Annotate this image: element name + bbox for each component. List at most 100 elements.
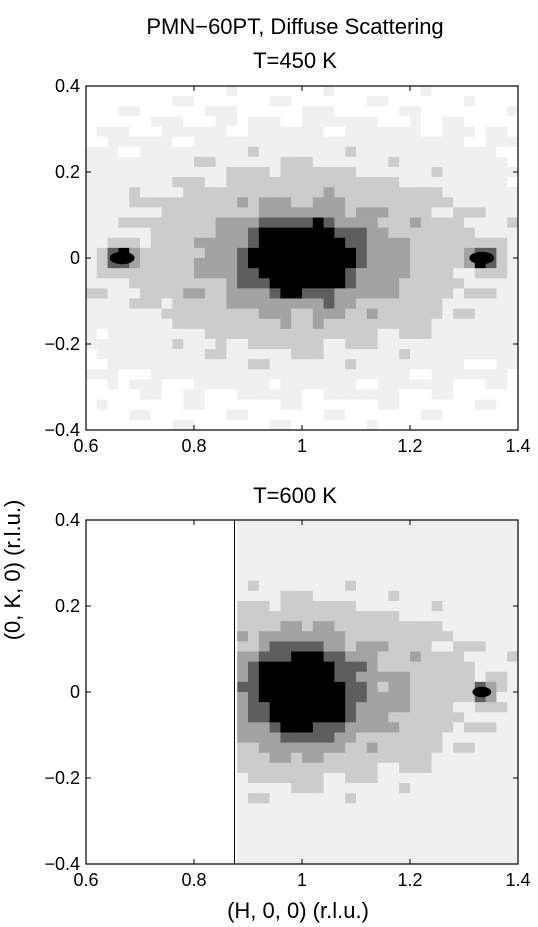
heatmap-cell [420, 369, 432, 380]
heatmap-cell [194, 308, 206, 320]
heatmap-cell [280, 742, 292, 754]
heatmap-cell [96, 166, 108, 178]
heatmap-cell [269, 520, 281, 531]
heatmap-cell [118, 187, 130, 198]
heatmap-cell [280, 207, 292, 218]
heatmap-cell [172, 268, 184, 279]
heatmap-cell [496, 813, 508, 824]
heatmap-cell [388, 803, 400, 814]
heatmap-cell [420, 550, 432, 561]
heatmap-cell [345, 560, 357, 571]
heatmap-cell [474, 833, 486, 845]
heatmap-cell [507, 540, 519, 551]
heatmap-cell [312, 197, 324, 208]
heatmap-cell [237, 762, 249, 774]
heatmap-cell [507, 207, 519, 218]
heatmap-cell [226, 389, 238, 401]
heatmap-cell [485, 732, 497, 743]
heatmap-cell [345, 126, 357, 137]
heatmap-cell [291, 621, 303, 632]
heatmap-cell [366, 197, 378, 208]
heatmap-cell [226, 308, 238, 320]
heatmap-cell [377, 106, 389, 117]
heatmap-cell [345, 146, 357, 158]
heatmap-cell [96, 359, 108, 370]
heatmap-cell [464, 762, 476, 774]
heatmap-cell [345, 207, 357, 218]
heatmap-cell [150, 247, 162, 259]
heatmap-cell [345, 187, 357, 198]
heatmap-cell [129, 247, 141, 259]
heatmap-cell [258, 813, 270, 824]
heatmap-cell [204, 146, 216, 158]
x-tick-label: 1 [297, 436, 307, 456]
heatmap-cell [118, 389, 130, 401]
heatmap-cell [474, 136, 486, 148]
heatmap-cell [140, 146, 152, 158]
heatmap-cell [194, 409, 206, 421]
heatmap-cell [312, 813, 324, 824]
heatmap-cell [485, 661, 497, 673]
heatmap-cell [204, 227, 216, 239]
heatmap-cell [183, 237, 195, 249]
heatmap-cell [453, 843, 465, 855]
heatmap-cell [420, 702, 432, 713]
heatmap-cell [442, 651, 454, 663]
heatmap-cell [86, 288, 98, 299]
heatmap-cell [420, 177, 432, 188]
heatmap-cell [507, 590, 519, 602]
heatmap-cell [129, 369, 141, 380]
heatmap-cell [507, 833, 519, 845]
heatmap-cell [356, 732, 368, 743]
heatmap-cell [366, 146, 378, 158]
heatmap-cell [345, 399, 357, 411]
heatmap-cell [237, 227, 249, 239]
heatmap-cell [183, 187, 195, 198]
heatmap-cell [464, 692, 476, 703]
heatmap-cell [291, 136, 303, 148]
heatmap-cell [323, 722, 335, 733]
heatmap-cell [280, 712, 292, 723]
heatmap-cell [474, 641, 486, 652]
heatmap-cell [485, 227, 497, 239]
x-axis-label: (H, 0, 0) (r.l.u.) [227, 898, 369, 923]
heatmap-cell [194, 177, 206, 188]
heatmap-cell [269, 96, 281, 107]
heatmap-cell [464, 702, 476, 713]
heatmap-cell [420, 843, 432, 855]
heatmap-cell [388, 106, 400, 117]
heatmap-cell [96, 379, 108, 390]
heatmap-cell [280, 136, 292, 148]
heatmap-cell [237, 742, 249, 754]
heatmap-cell [140, 298, 152, 309]
heatmap-cell [366, 328, 378, 340]
heatmap-cell [129, 419, 141, 431]
heatmap-cell [464, 409, 476, 421]
heatmap-cell [388, 116, 400, 127]
heatmap-cell [204, 278, 216, 289]
heatmap-cell [377, 772, 389, 784]
heatmap-cell [507, 783, 519, 794]
heatmap-cell [377, 732, 389, 743]
heatmap-cell [302, 570, 314, 582]
heatmap-cell [345, 278, 357, 289]
heatmap-cell [420, 752, 432, 764]
heatmap-cell [345, 580, 357, 592]
heatmap-cell [453, 722, 465, 733]
heatmap-cell [183, 389, 195, 401]
heatmap-cell [237, 399, 249, 411]
heatmap-cell [485, 288, 497, 299]
y-tick-label: −0.2 [44, 334, 80, 354]
heatmap-cell [485, 166, 497, 178]
heatmap-cell [420, 126, 432, 137]
heatmap-cell [204, 207, 216, 218]
heatmap-cell [215, 409, 227, 421]
heatmap-cell [237, 823, 249, 835]
heatmap-cell [431, 671, 443, 683]
heatmap-cell [215, 187, 227, 198]
heatmap-cell [323, 661, 335, 673]
heatmap-cell [118, 399, 130, 411]
heatmap-cell [420, 722, 432, 733]
heatmap-cell [204, 187, 216, 198]
heatmap-cell [485, 86, 497, 97]
